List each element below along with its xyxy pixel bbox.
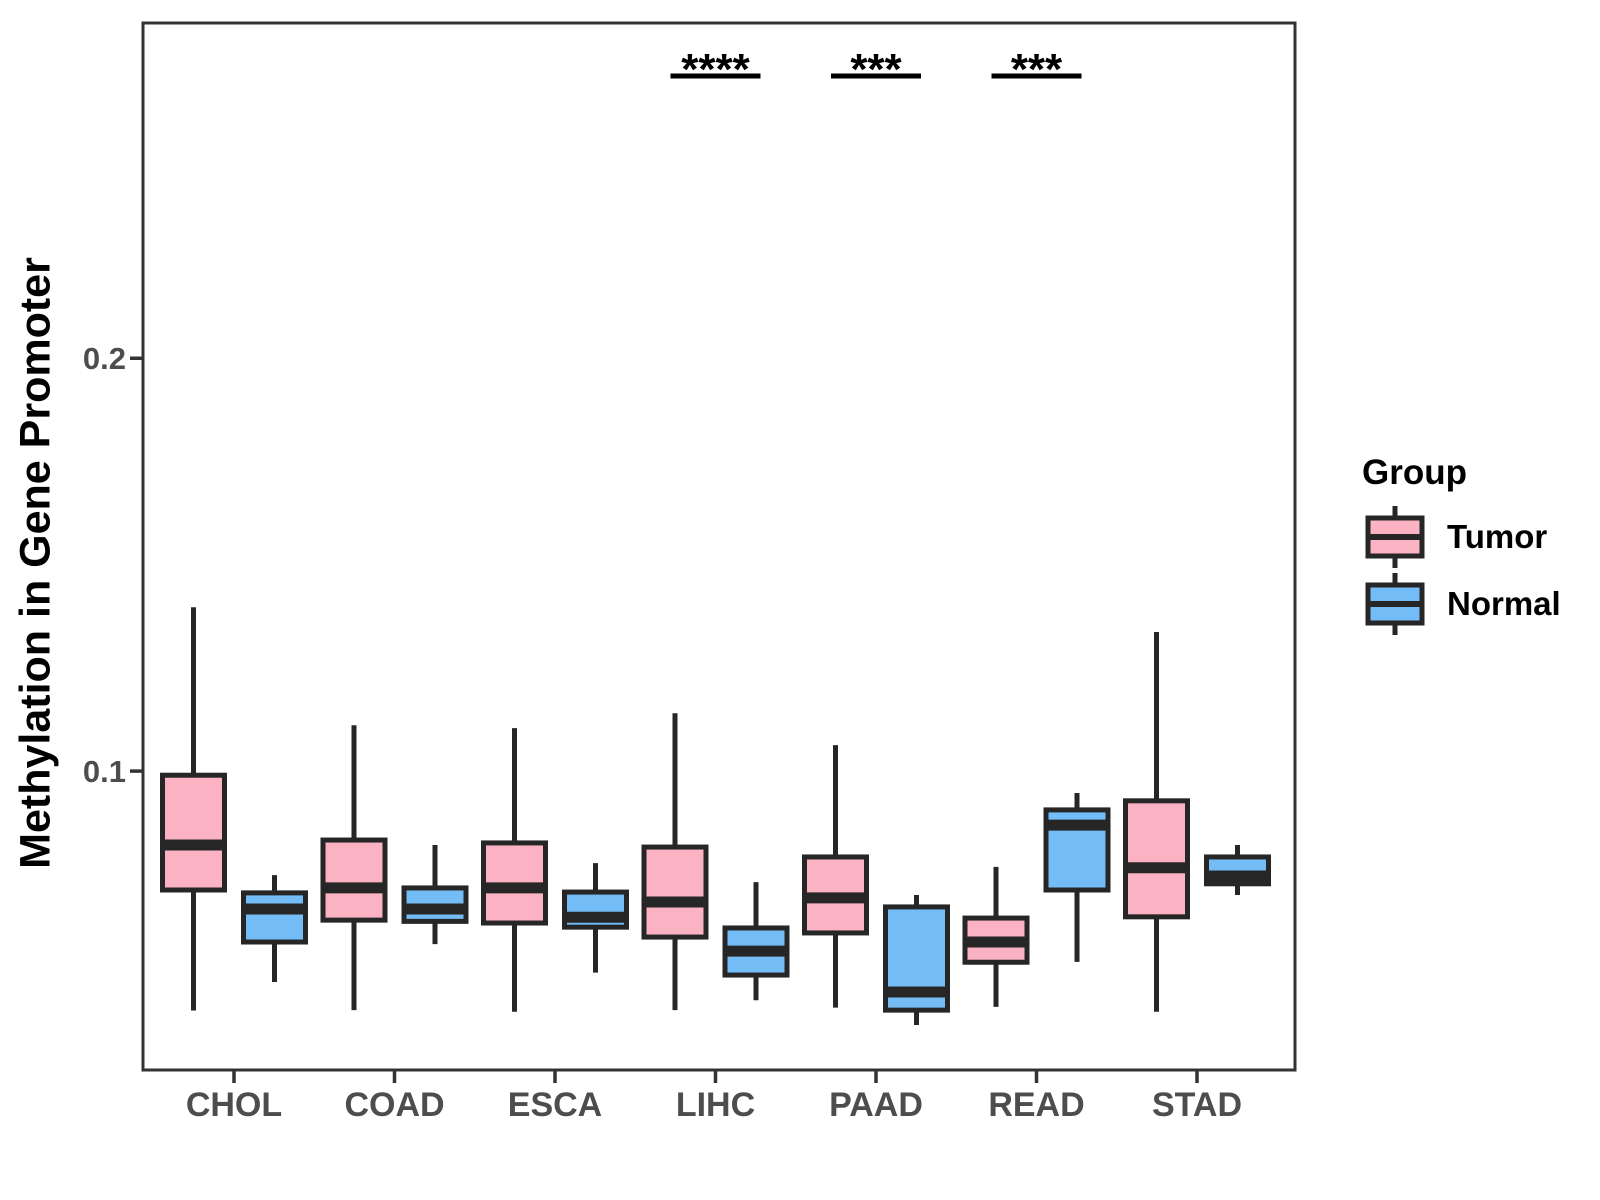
box-normal-CHOL	[241, 890, 308, 945]
x-tick-label-PAAD: PAAD	[829, 1086, 923, 1124]
x-tick-label-COAD: COAD	[344, 1086, 444, 1124]
legend-key-tumor	[1365, 506, 1425, 568]
significance-stars-PAAD: ***	[850, 45, 902, 94]
x-tick-label-LIHC: LIHC	[676, 1086, 755, 1124]
x-tick-label-ESCA: ESCA	[508, 1086, 602, 1124]
plot-panel	[141, 21, 1297, 1072]
y-tick-label: 0.2	[83, 341, 126, 376]
x-tick-label-STAD: STAD	[1152, 1086, 1242, 1124]
x-tick-label-READ: READ	[988, 1086, 1084, 1124]
legend-label-normal: Normal	[1447, 585, 1561, 622]
x-tick-label-CHOL: CHOL	[186, 1086, 282, 1124]
y-tick-label: 0.1	[83, 754, 126, 789]
box-tumor-LIHC	[641, 844, 709, 940]
box-tumor-STAD	[1123, 798, 1190, 920]
legend-title: Group	[1362, 453, 1467, 492]
legend-label-tumor: Tumor	[1447, 518, 1548, 555]
box-tumor-COAD	[320, 837, 388, 923]
y-axis-title: Methylation in Gene Promoter	[11, 257, 60, 869]
box-tumor-CHOL	[160, 772, 227, 893]
significance-stars-LIHC: ****	[681, 45, 750, 94]
significance-stars-READ: ***	[1011, 45, 1063, 94]
legend-key-normal	[1365, 573, 1425, 635]
